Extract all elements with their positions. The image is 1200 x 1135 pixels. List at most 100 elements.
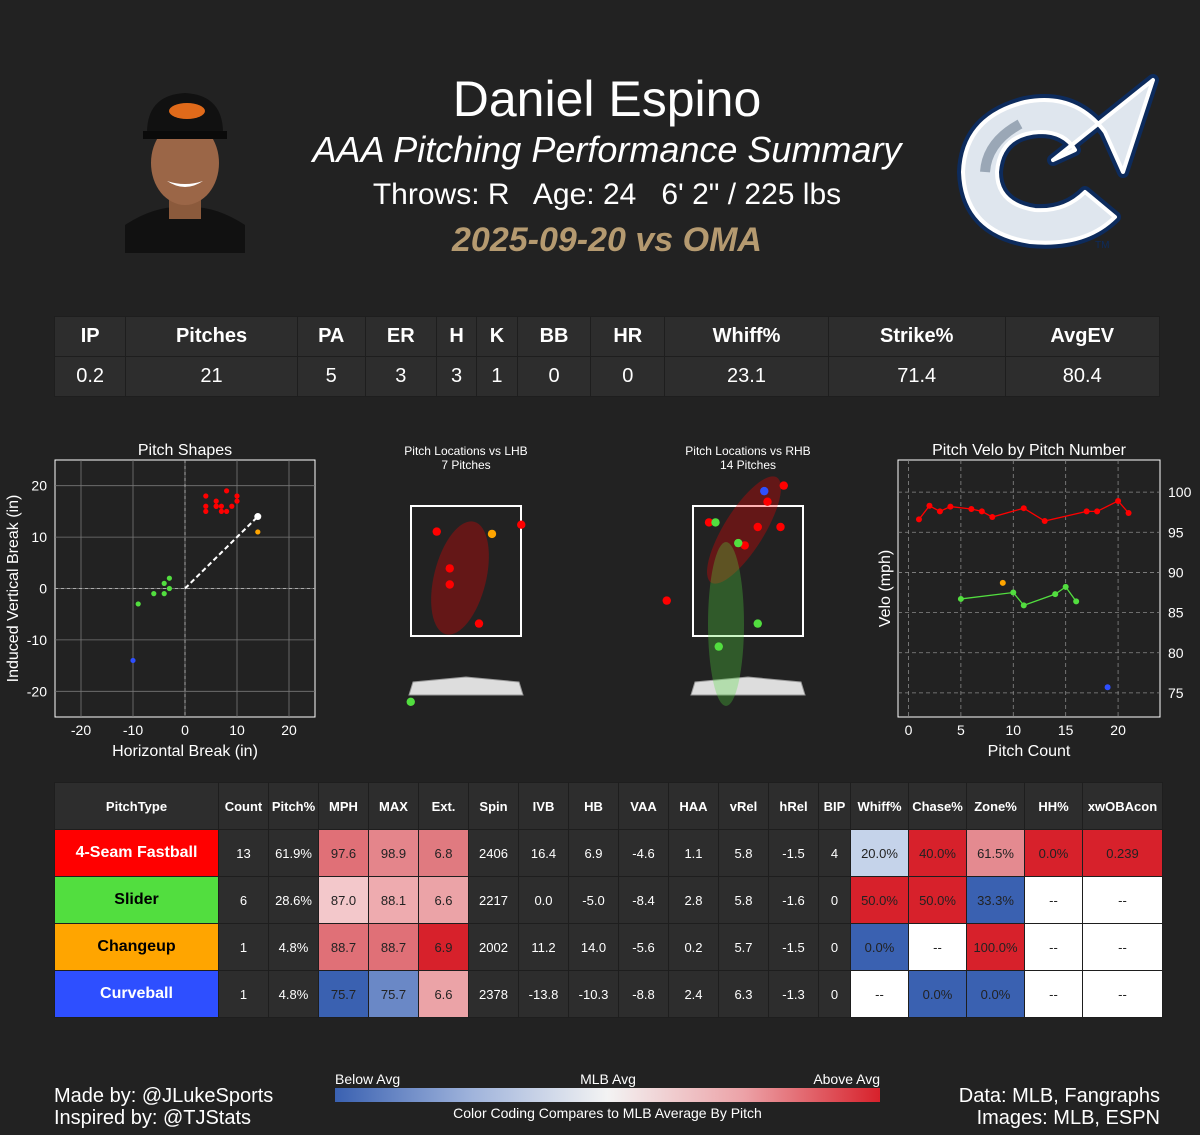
velo-point [926,502,933,509]
pitch-table-header-cell: IVB [518,782,569,830]
pitch-table-header-cell: HAA [668,782,719,830]
velo-point [978,508,985,515]
pitch-metric-cell: -- [1024,876,1083,924]
pitch-metric-cell: -- [1082,970,1163,1018]
pitch-table-header-cell: Chase% [908,782,967,830]
legend-below-label: Below Avg [335,1071,401,1087]
pitch-metric-cell: 87.0 [318,876,369,924]
pitch-table-header-cell: HB [568,782,619,830]
pitch-table-header-cell: vRel [718,782,769,830]
velo-point [957,595,964,602]
color-scale-bar [335,1088,880,1102]
y-tick-label: 90 [1168,564,1184,580]
velo-point [1115,497,1122,504]
pitch-shape-point [224,508,230,514]
x-tick-label: 10 [229,722,245,738]
pitch-shape-point [161,580,167,586]
pitch-location-point [776,522,785,532]
fastball-location-ellipse [707,476,781,584]
pitch-metric-cell: -- [908,923,967,971]
x-tick-label: 0 [181,722,189,738]
strike-zone [410,505,522,637]
pitch-shape-point [213,503,219,509]
fastball-location-ellipse [431,521,489,635]
pitch-metric-cell: 4.8% [268,923,319,971]
pitch-location-point [432,527,441,536]
pitch-metric-cell: 98.9 [368,829,419,877]
pitch-table-header-cell: Count [218,782,269,830]
velo-chart-title: Pitch Velo by Pitch Number [932,442,1127,459]
pitch-metric-cell: -8.4 [618,876,669,924]
pitch-metric-cell: 6.3 [718,970,769,1018]
pitch-metric-cell: 0.239 [1082,829,1163,877]
pitch-shape-point [203,503,209,509]
pitch-metric-cell: 20.0% [850,829,909,877]
slider-location-ellipse [708,542,744,706]
location-chart-title: Pitch Locations vs RHB [685,444,810,458]
pitch-metric-cell: 2.8 [668,876,719,924]
pitch-type-cell: Curveball [54,970,219,1018]
pitch-table-header-cell: hRel [768,782,819,830]
velo-point [989,514,996,521]
pitch-shape-point [218,508,224,514]
y-tick-label: -10 [27,632,47,648]
pitch-shape-point [203,493,209,499]
pitch-metric-cell: -- [1082,876,1163,924]
pitch-metrics-table: PitchType Count Pitch% MPH MAX Ext. Spin IVB HB V… [54,782,1163,1018]
pitch-metric-cell: 61.9% [268,829,319,877]
velo-point [1073,598,1080,605]
summary-header-cell: PA [296,316,366,357]
pitch-metric-cell: 5.7 [718,923,769,971]
velo-point [1041,518,1048,525]
y-tick-label: 20 [31,478,47,494]
team-logo: TM [945,72,1165,252]
velo-point [968,505,975,512]
x-tick-label: 20 [281,722,297,738]
pitch-location-point [779,481,788,490]
pitch-shape-point [218,503,224,509]
home-plate [690,676,806,696]
pitch-location-point [763,497,772,506]
pitch-metric-cell: -5.0 [568,876,619,924]
pitch-metric-cell: 50.0% [850,876,909,924]
pitch-table-header-cell: xwOBAcon [1082,782,1163,830]
legend-above-label: Above Avg [813,1071,880,1087]
pitch-shapes-title: Pitch Shapes [138,442,232,459]
velo-point [1020,505,1027,512]
velo-point [1020,602,1027,609]
pitch-metric-cell: 6.9 [568,829,619,877]
pitch-metric-cell: 0 [818,923,851,971]
pitch-location-point [704,518,714,527]
y-tick-label: 75 [1168,685,1184,701]
pitch-metric-cell: -13.8 [518,970,569,1018]
pitch-metric-cell: -5.6 [618,923,669,971]
pitch-metric-cell: 0.0% [908,970,967,1018]
logo-trademark: TM [1095,240,1109,251]
pitch-location-point [474,619,484,628]
pitch-location-point [445,580,454,589]
pitch-location-point [517,520,526,529]
pitch-metric-cell: 2378 [468,970,519,1018]
pitch-metric-cell: 50.0% [908,876,967,924]
pitch-shape-point [234,498,240,504]
pitch-table-header-cell: Zone% [966,782,1025,830]
pitch-metric-cell: 0.2 [668,923,719,971]
pitch-shape-point [161,591,167,597]
summary-header-cell: HR [590,316,666,357]
pitch-table-header-cell: PitchType [54,782,219,830]
pitch-metric-cell: 0.0% [966,970,1025,1018]
velo-chart-frame [897,459,1161,718]
pitch-metric-cell: -1.5 [768,829,819,877]
summary-value-cell: 21 [125,356,298,397]
summary-header-cell: AvgEV [1004,316,1161,357]
pitch-shapes-xlabel: Horizontal Break (in) [112,743,258,760]
made-by-credit: Made by: @JLukeSports [54,1085,274,1107]
pitch-metric-cell: 97.6 [318,829,369,877]
pitch-metric-cell: -1.5 [768,923,819,971]
summary-header-row: IP Pitches PA ER H K BB HR Whiff% Strike% AvgEV [53,316,1161,357]
velo-point [1083,508,1090,515]
x-tick-label: 5 [957,722,965,738]
pitch-shape-point [224,488,230,494]
summary-value-cell: 0 [590,356,666,397]
pitch-row: Changeup 1 4.8% 88.7 88.7 6.9 2002 11.2 14.0 -5.6… [54,923,1163,971]
